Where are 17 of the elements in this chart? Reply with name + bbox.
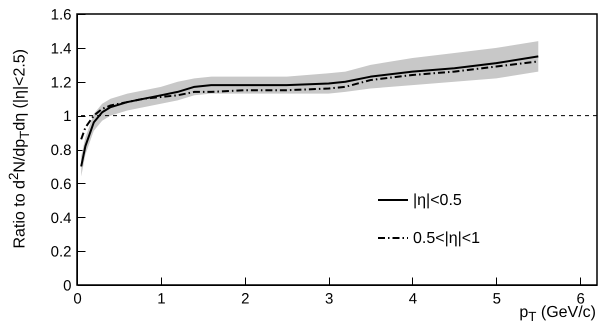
x-axis-title: p$_{T}$ (GeV/c) xyxy=(519,304,596,324)
x-tick-label: 2 xyxy=(241,290,250,308)
y-tick-label: 1.2 xyxy=(50,74,72,92)
legend-label: 0.5<|η|<1 xyxy=(413,230,480,247)
y-tick-label: 0.8 xyxy=(50,142,72,159)
y-tick-label: 0 xyxy=(63,278,72,294)
y-tick-label: 0.2 xyxy=(50,244,72,261)
x-tick-label: 3 xyxy=(324,290,334,308)
x-tick-label: 1 xyxy=(157,290,166,308)
x-tick-label: 4 xyxy=(408,290,418,308)
y-tick-label: 1.6 xyxy=(50,6,72,24)
y-tick-label: 1.4 xyxy=(50,40,72,58)
legend-label: |η|<0.5 xyxy=(413,192,462,209)
x-tick-label: 5 xyxy=(492,290,502,308)
y-tick-label: 1 xyxy=(63,108,72,126)
y-tick-label: 0.6 xyxy=(50,176,72,193)
y-tick-label: 0.4 xyxy=(50,210,72,227)
